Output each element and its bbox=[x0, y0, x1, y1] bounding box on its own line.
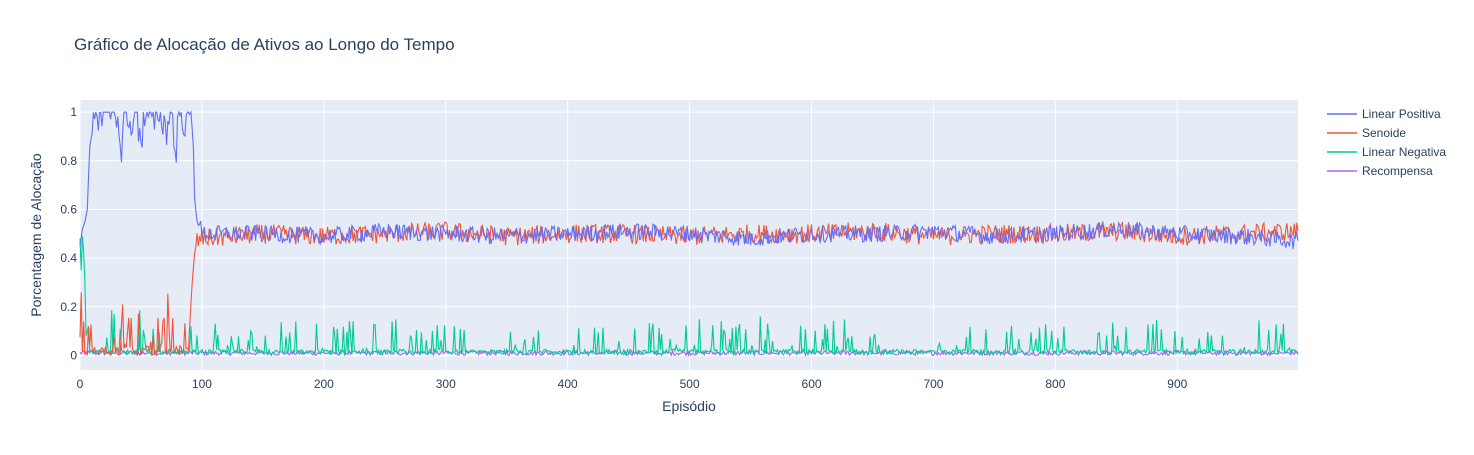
x-tick-label: 800 bbox=[1045, 377, 1065, 391]
y-tick-label: 0.2 bbox=[60, 300, 77, 314]
y-tick-label: 0.8 bbox=[60, 154, 77, 168]
legend-label: Linear Positiva bbox=[1362, 107, 1441, 121]
series-layer bbox=[79, 110, 1299, 358]
x-tick-label: 400 bbox=[558, 377, 578, 391]
series-line-linear-negativa[interactable] bbox=[79, 236, 1299, 357]
y-tick-label: 0.6 bbox=[60, 202, 77, 216]
x-axis-label: Episódio bbox=[662, 398, 716, 414]
y-axis-label: Porcentagem de Alocação bbox=[28, 153, 44, 317]
legend-label: Recompensa bbox=[1362, 164, 1433, 178]
legend-item[interactable]: Linear Positiva bbox=[1327, 107, 1441, 121]
series-line-linear-positiva[interactable] bbox=[79, 110, 1299, 250]
y-gridlines bbox=[80, 111, 1298, 357]
legend-item[interactable]: Recompensa bbox=[1327, 164, 1433, 178]
chart-title: Gráfico de Alocação de Ativos ao Longo d… bbox=[74, 35, 455, 54]
x-tick-label: 500 bbox=[680, 377, 700, 391]
x-tick-labels: 0 100 200 300 400 500 600 700 800 900 bbox=[77, 377, 1188, 391]
x-tick-label: 0 bbox=[77, 377, 84, 391]
y-tick-label: 0.4 bbox=[60, 251, 77, 265]
y-tick-label: 0 bbox=[70, 348, 77, 362]
legend-label: Linear Negativa bbox=[1362, 145, 1446, 159]
legend: Linear Positiva Senoide Linear Negativa Rec… bbox=[1327, 107, 1446, 178]
x-tick-label: 200 bbox=[314, 377, 334, 391]
legend-label: Senoide bbox=[1362, 126, 1406, 140]
x-tick-label: 900 bbox=[1167, 377, 1187, 391]
x-tick-label: 700 bbox=[923, 377, 943, 391]
y-tick-labels: 0 0.2 0.4 0.6 0.8 1 bbox=[60, 105, 77, 362]
legend-item[interactable]: Senoide bbox=[1327, 126, 1406, 140]
x-tick-label: 600 bbox=[802, 377, 822, 391]
y-tick-label: 1 bbox=[70, 105, 77, 119]
x-tick-label: 300 bbox=[436, 377, 456, 391]
x-tick-label: 100 bbox=[192, 377, 212, 391]
legend-item[interactable]: Linear Negativa bbox=[1327, 145, 1446, 159]
